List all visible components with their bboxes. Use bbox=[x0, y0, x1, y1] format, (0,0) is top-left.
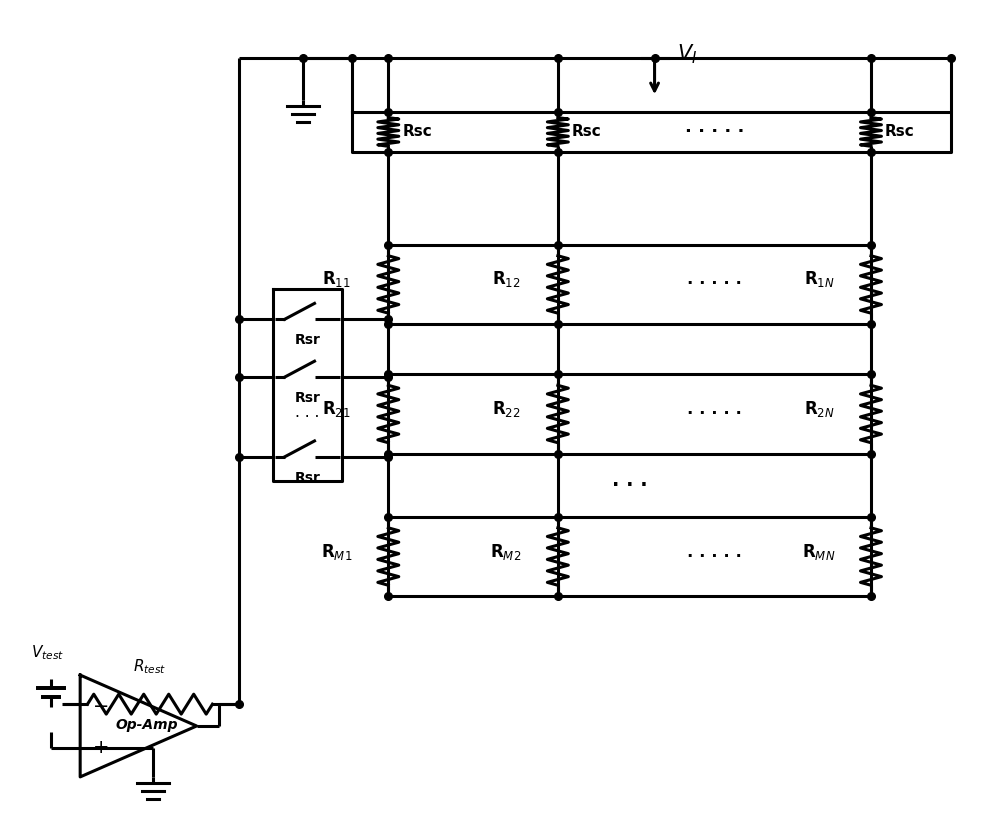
Text: R$_{2N}$: R$_{2N}$ bbox=[804, 399, 834, 419]
Text: $R_{test}$: $R_{test}$ bbox=[133, 658, 167, 676]
Text: · · · · ·: · · · · · bbox=[687, 405, 742, 423]
Text: R$_{M1}$: R$_{M1}$ bbox=[321, 541, 352, 561]
Text: R$_{21}$: R$_{21}$ bbox=[322, 399, 351, 419]
Text: $-$: $-$ bbox=[92, 695, 109, 714]
Text: · · ·: · · · bbox=[612, 476, 647, 495]
Text: Rsr: Rsr bbox=[295, 391, 320, 405]
Text: Rsr: Rsr bbox=[295, 471, 320, 485]
Text: R$_{MN}$: R$_{MN}$ bbox=[802, 541, 836, 561]
Text: · · · · ·: · · · · · bbox=[687, 548, 742, 565]
Text: · · · · ·: · · · · · bbox=[687, 275, 742, 294]
Text: Rsc: Rsc bbox=[885, 124, 915, 139]
Text: Rsc: Rsc bbox=[402, 124, 432, 139]
Text: R$_{12}$: R$_{12}$ bbox=[492, 269, 520, 289]
Text: R$_{M2}$: R$_{M2}$ bbox=[490, 541, 522, 561]
Text: R$_{22}$: R$_{22}$ bbox=[492, 399, 520, 419]
Text: R$_{1N}$: R$_{1N}$ bbox=[804, 269, 834, 289]
Text: $+$: $+$ bbox=[92, 738, 109, 758]
Text: Rsr: Rsr bbox=[295, 333, 320, 347]
Text: Rsc: Rsc bbox=[572, 124, 602, 139]
Text: · · · · ·: · · · · · bbox=[685, 123, 744, 141]
Text: · · ·: · · · bbox=[295, 409, 320, 425]
Text: Op-Amp: Op-Amp bbox=[116, 718, 178, 732]
Text: $V_I$: $V_I$ bbox=[677, 43, 697, 66]
Text: R$_{11}$: R$_{11}$ bbox=[322, 269, 351, 289]
Text: $V_{test}$: $V_{test}$ bbox=[31, 644, 64, 662]
